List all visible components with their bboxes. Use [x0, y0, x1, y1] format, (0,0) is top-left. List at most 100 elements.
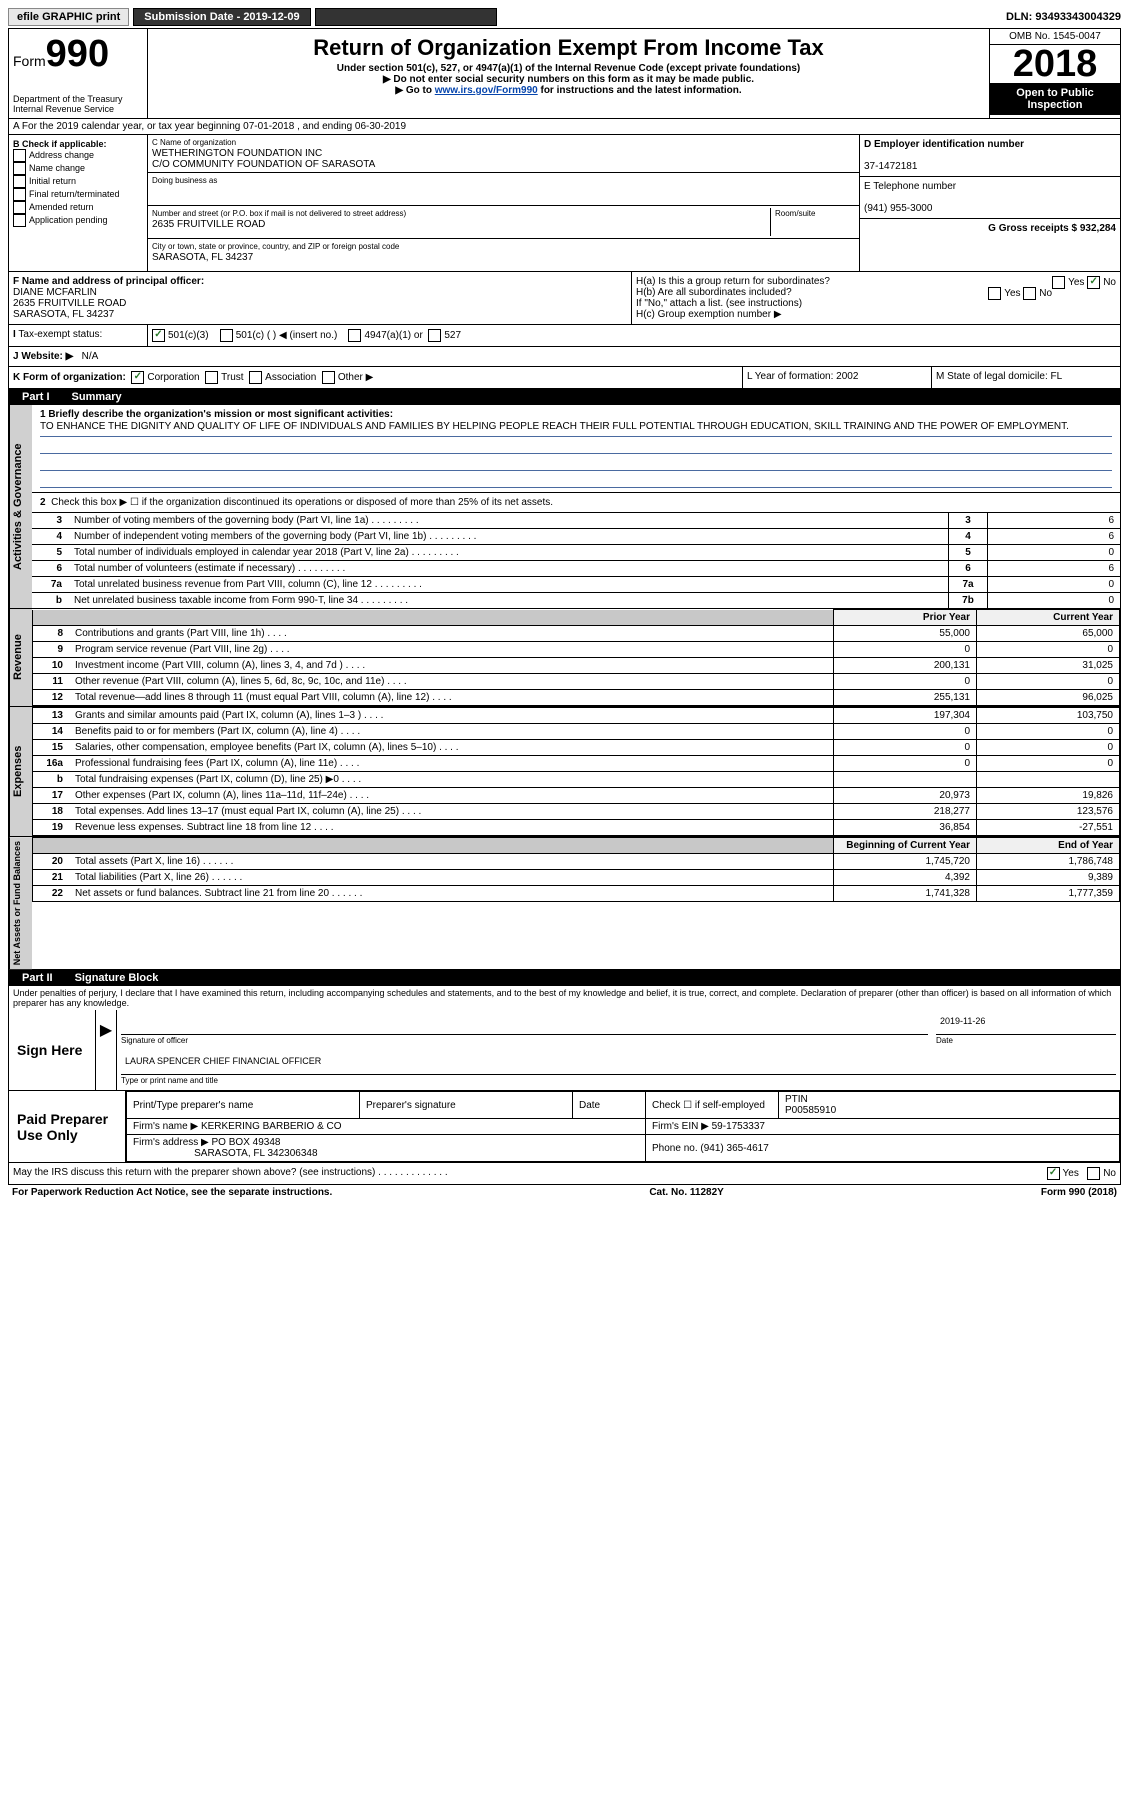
discuss-question: May the IRS discuss this return with the…	[13, 1167, 1047, 1180]
paid-preparer-block: Paid Preparer Use Only Print/Type prepar…	[8, 1091, 1121, 1163]
goto-post: for instructions and the latest informat…	[538, 85, 742, 96]
netassets-section: Net Assets or Fund Balances Beginning of…	[8, 837, 1121, 970]
corp-checkbox[interactable]	[131, 371, 144, 384]
submission-date-button[interactable]: Submission Date - 2019-12-09	[133, 8, 310, 26]
assoc-checkbox[interactable]	[249, 371, 262, 384]
irs-link[interactable]: www.irs.gov/Form990	[435, 85, 538, 96]
governance-body: 1 Briefly describe the organization's mi…	[32, 405, 1120, 608]
checkbox-final-return[interactable]	[13, 188, 26, 201]
opt-final-return: Final return/terminated	[29, 189, 120, 199]
dba-row: Doing business as	[148, 173, 859, 206]
checkbox-amended[interactable]	[13, 201, 26, 214]
box-g: G Gross receipts $ 932,284	[860, 219, 1120, 238]
527-label: 527	[444, 330, 461, 341]
hb-no-checkbox[interactable]	[1023, 287, 1036, 300]
501c-checkbox[interactable]	[220, 329, 233, 342]
sign-here-label: Sign Here	[9, 1010, 96, 1090]
firm-phone: (941) 365-4617	[700, 1143, 768, 1154]
dba-label: Doing business as	[152, 176, 217, 185]
efile-button[interactable]: efile GRAPHIC print	[8, 8, 129, 26]
box-l: L Year of formation: 2002	[743, 367, 932, 388]
trust-checkbox[interactable]	[205, 371, 218, 384]
discuss-no-checkbox[interactable]	[1087, 1167, 1100, 1180]
table-row: bNet unrelated business taxable income f…	[32, 593, 1120, 609]
form-prefix: Form	[13, 53, 46, 69]
opt-name-change: Name change	[29, 163, 85, 173]
opt-initial-return: Initial return	[29, 176, 76, 186]
mission-block: 1 Briefly describe the organization's mi…	[32, 405, 1120, 493]
table-row: 12Total revenue—add lines 8 through 11 (…	[33, 690, 1120, 706]
firm-addr2: SARASOTA, FL 342306348	[194, 1148, 317, 1159]
blank-button	[315, 8, 497, 26]
part2-header: Part II Signature Block	[8, 970, 1121, 986]
header-right: OMB No. 1545-0047 2018 Open to Public In…	[990, 29, 1120, 118]
firm-ein: 59-1753337	[712, 1121, 765, 1132]
ha-yes-checkbox[interactable]	[1052, 276, 1065, 289]
form-990-number: 990	[46, 33, 109, 75]
ptin-cell: PTINP00585910	[779, 1092, 1120, 1119]
prep-check-header: Check ☐ if self-employed	[646, 1092, 779, 1119]
f-label: F Name and address of principal officer:	[13, 276, 204, 287]
j-label: J Website: ▶	[13, 351, 73, 362]
table-row: 14Benefits paid to or for members (Part …	[33, 724, 1120, 740]
checkbox-initial-return[interactable]	[13, 175, 26, 188]
hb-yes-checkbox[interactable]	[988, 287, 1001, 300]
revenue-tab: Revenue	[9, 609, 32, 706]
ha-no-checkbox[interactable]	[1087, 276, 1100, 289]
527-checkbox[interactable]	[428, 329, 441, 342]
irs-label: Internal Revenue Service	[13, 104, 143, 114]
table-row: 17Other expenses (Part IX, column (A), l…	[33, 788, 1120, 804]
expenses-section: Expenses 13Grants and similar amounts pa…	[8, 707, 1121, 837]
org-name-row: C Name of organization WETHERINGTON FOUN…	[148, 135, 859, 173]
top-bar: efile GRAPHIC print Submission Date - 20…	[8, 8, 1121, 26]
501c-label: 501(c) ( ) ◀ (insert no.)	[236, 330, 338, 341]
4947-checkbox[interactable]	[348, 329, 361, 342]
ha-label: H(a) Is this a group return for subordin…	[636, 276, 830, 287]
phone-value: (941) 955-3000	[864, 203, 932, 214]
begin-year-header: Beginning of Current Year	[834, 838, 977, 854]
perjury-statement: Under penalties of perjury, I declare th…	[8, 986, 1121, 1010]
cat-no: Cat. No. 11282Y	[649, 1187, 723, 1198]
checkbox-pending[interactable]	[13, 214, 26, 227]
corp-label: Corporation	[147, 372, 199, 383]
table-row: 9Program service revenue (Part VIII, lin…	[33, 642, 1120, 658]
footer: For Paperwork Reduction Act Notice, see …	[8, 1185, 1121, 1200]
table-row: 6Total number of volunteers (estimate if…	[32, 561, 1120, 577]
sig-label: Signature of officer	[121, 1036, 188, 1045]
info-grid: B Check if applicable: Address change Na…	[8, 135, 1121, 272]
room-label: Room/suite	[775, 209, 815, 218]
discuss-yes: Yes	[1063, 1168, 1079, 1179]
mission-blank1	[40, 437, 1112, 454]
i-label-cell: I Tax-exempt status:	[9, 325, 148, 346]
netassets-tab: Net Assets or Fund Balances	[9, 837, 32, 969]
officer-name: DIANE MCFARLIN	[13, 287, 97, 298]
discuss-row: May the IRS discuss this return with the…	[8, 1163, 1121, 1185]
rev-header-row: Prior Year Current Year	[33, 610, 1120, 626]
box-b: B Check if applicable: Address change Na…	[9, 135, 148, 271]
hb-row: H(b) Are all subordinates included? Yes …	[636, 287, 1116, 298]
501c3-checkbox[interactable]	[152, 329, 165, 342]
i-label: Tax-exempt status:	[18, 329, 102, 340]
firm-phone-cell: Phone no. (941) 365-4617	[646, 1135, 1120, 1162]
opt-pending: Application pending	[29, 215, 108, 225]
table-row: 18Total expenses. Add lines 13–17 (must …	[33, 804, 1120, 820]
section-a: A For the 2019 calendar year, or tax yea…	[8, 119, 1121, 135]
checkbox-name-change[interactable]	[13, 162, 26, 175]
other-label: Other ▶	[338, 372, 373, 383]
other-checkbox[interactable]	[322, 371, 335, 384]
part1-title: Summary	[72, 391, 122, 403]
prep-header-row: Print/Type preparer's name Preparer's si…	[127, 1092, 1120, 1119]
discuss-yes-checkbox[interactable]	[1047, 1167, 1060, 1180]
ha-row: H(a) Is this a group return for subordin…	[636, 276, 1116, 287]
name-label: Type or print name and title	[121, 1076, 218, 1085]
opt-address-change: Address change	[29, 150, 94, 160]
hb-yes: Yes	[1004, 288, 1020, 299]
trust-label: Trust	[221, 372, 243, 383]
sign-row: Sign Here ▶ Signature of officer 2019-11…	[9, 1010, 1120, 1090]
discuss-answers: Yes No	[1047, 1167, 1116, 1180]
end-year-header: End of Year	[977, 838, 1120, 854]
paid-row: Paid Preparer Use Only Print/Type prepar…	[9, 1091, 1120, 1162]
line-2: 2 Check this box ▶ ☐ if the organization…	[32, 493, 1120, 512]
table-row: 7aTotal unrelated business revenue from …	[32, 577, 1120, 593]
checkbox-address-change[interactable]	[13, 149, 26, 162]
